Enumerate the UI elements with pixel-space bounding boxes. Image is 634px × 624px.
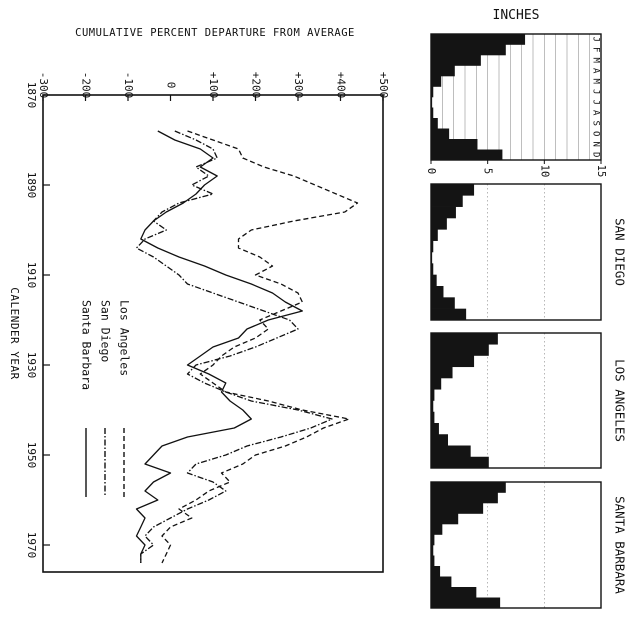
month-bar-o-9 <box>431 434 448 446</box>
month-bar-j-5 <box>431 86 434 98</box>
value-tick-label: -100 <box>122 72 135 99</box>
month-bar-d-11 <box>431 456 489 469</box>
month-label: S <box>591 121 601 126</box>
month-bar-s-8 <box>431 118 438 129</box>
inches-tick-label: 5 <box>482 168 494 174</box>
value-tick-label: +400 <box>335 72 348 99</box>
month-bar-m-2 <box>431 503 484 514</box>
month-bar-f-1 <box>431 344 489 356</box>
inches-tick-label: 0 <box>425 168 437 174</box>
month-bar-m-2 <box>431 355 475 368</box>
month-bar-j-0 <box>431 333 498 345</box>
year-tick-label: 1890 <box>25 172 38 199</box>
month-label: O <box>591 131 601 136</box>
month-label: N <box>591 142 601 147</box>
series-line-santa-barbara <box>135 130 303 563</box>
panel-name: SAN DIEGO <box>613 218 628 286</box>
month-bar-m-4 <box>431 524 443 535</box>
month-label: A <box>591 110 601 116</box>
month-bar-a-7 <box>431 263 434 275</box>
month-bar-f-1 <box>431 195 463 207</box>
month-label: D <box>591 152 601 157</box>
panel-name: SANTA BARBARA <box>613 496 628 594</box>
legend-label: Santa Barbara <box>80 300 94 390</box>
month-bar-j-6 <box>431 400 434 413</box>
month-bar-j-0 <box>431 482 506 493</box>
month-bar-a-3 <box>431 65 455 77</box>
value-tick-label: +200 <box>250 72 263 99</box>
month-bar-a-3 <box>431 513 459 525</box>
month-bar-f-1 <box>431 492 498 504</box>
value-axis-title: CUMULATIVE PERCENT DEPARTURE FROM AVERAG… <box>75 27 355 39</box>
month-bar-d-11 <box>431 149 503 161</box>
month-bar-o-9 <box>431 286 444 298</box>
legend-label: Los Angeles <box>118 300 132 376</box>
month-bar-f-1 <box>431 44 506 56</box>
rainfall-panel: LOS ANGELES <box>430 332 628 469</box>
month-bar-n-10 <box>431 139 478 150</box>
month-label: A <box>591 68 601 74</box>
month-bar-m-4 <box>431 229 438 241</box>
month-bar-s-8 <box>431 274 437 287</box>
month-bar-n-10 <box>431 445 471 458</box>
year-tick-label: 1950 <box>25 442 38 469</box>
month-bar-s-8 <box>431 566 441 577</box>
month-bar-j-0 <box>431 34 526 45</box>
value-tick-label: 0 <box>165 82 178 89</box>
month-bar-a-7 <box>431 555 435 567</box>
month-bar-d-11 <box>431 308 467 321</box>
month-bar-m-2 <box>431 206 456 219</box>
month-bar-s-8 <box>431 423 439 435</box>
month-label: M <box>591 79 601 85</box>
month-bar-o-9 <box>431 128 450 140</box>
year-tick-label: 1910 <box>25 262 38 289</box>
series-line-los-angeles <box>161 130 359 564</box>
year-tick-label: 1930 <box>25 352 38 379</box>
month-label: M <box>591 58 601 64</box>
month-bar-m-2 <box>431 55 481 66</box>
year-tick-label: 1970 <box>25 532 38 559</box>
month-label: J <box>591 89 601 94</box>
departure-line-chart: -300 -200 -100 0 +100 +200 +300 +400 +500 CUMULAT… <box>8 27 390 573</box>
value-tick-label: -300 <box>37 72 50 99</box>
series-line-san-diego <box>135 130 333 563</box>
value-tick-label: +100 <box>207 72 220 99</box>
month-bar-a-3 <box>431 218 447 230</box>
value-tick-label: +500 <box>377 72 390 99</box>
month-bar-a-7 <box>431 107 434 119</box>
month-bar-j-6 <box>431 545 434 556</box>
value-tick-label: -200 <box>80 72 93 99</box>
rainfall-panel: SAN DIEGO <box>430 183 628 321</box>
month-bar-n-10 <box>431 297 455 309</box>
month-label: F <box>591 47 601 52</box>
month-bar-d-11 <box>431 597 501 609</box>
month-bar-m-4 <box>431 378 442 390</box>
month-bar-a-7 <box>431 411 435 424</box>
month-bar-j-5 <box>431 534 435 546</box>
month-label: J <box>591 100 601 105</box>
inches-tick-label: 15 <box>595 165 607 178</box>
month-bar-j-5 <box>431 240 434 253</box>
year-axis-title: CALENDER YEAR <box>8 287 21 380</box>
panel-axis-title: INCHES <box>493 8 540 23</box>
month-bar-j-6 <box>431 252 433 264</box>
month-bar-j-5 <box>431 389 435 401</box>
month-bar-j-6 <box>431 97 433 108</box>
year-tick-label: 1870 <box>25 82 38 109</box>
legend-label: San Diego <box>99 300 113 362</box>
month-bar-a-3 <box>431 366 453 379</box>
inches-tick-label: 10 <box>538 165 550 178</box>
rainfall-panel: SANTA BARBARA <box>430 481 628 609</box>
month-bar-m-4 <box>431 76 442 87</box>
month-bar-j-0 <box>431 184 475 196</box>
month-bar-o-9 <box>431 576 452 588</box>
month-label: J <box>591 37 601 42</box>
month-bar-n-10 <box>431 587 477 598</box>
panel-name: LOS ANGELES <box>613 359 628 442</box>
value-tick-label: +300 <box>292 72 305 99</box>
